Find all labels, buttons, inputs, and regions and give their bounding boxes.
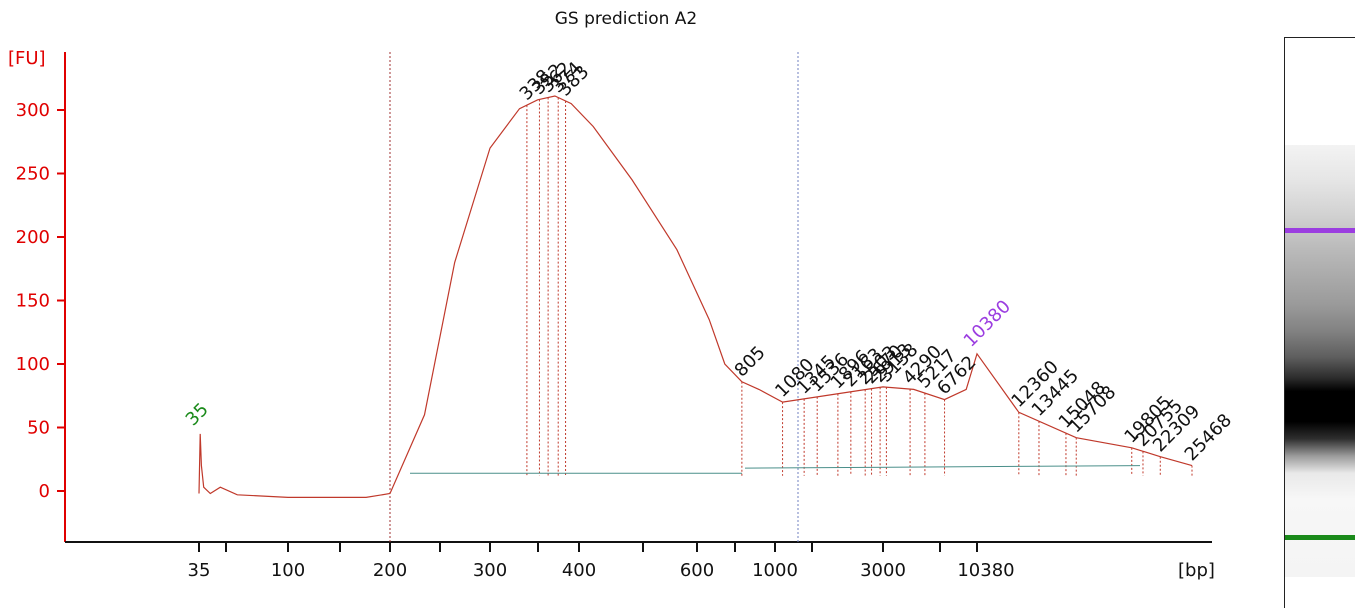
- x-tick-label: 35: [188, 560, 211, 581]
- x-tick-label: 300: [473, 560, 507, 581]
- y-tick-label: 200: [16, 227, 50, 248]
- x-tick-label: 10380: [957, 560, 1014, 581]
- x-tick-label: 1000: [752, 560, 798, 581]
- y-tick-label: 50: [27, 418, 50, 439]
- y-tick-label: 250: [16, 164, 50, 185]
- gel-image: [1284, 37, 1355, 608]
- x-tick-label: 600: [680, 560, 714, 581]
- x-tick-label: 200: [373, 560, 407, 581]
- y-tick-label: 150: [16, 291, 50, 312]
- y-axis-label: [FU]: [8, 48, 46, 69]
- y-tick-label: 300: [16, 100, 50, 121]
- baseline-segment: [744, 465, 1141, 469]
- trace-line: [198, 95, 1193, 498]
- x-tick-label: 400: [562, 560, 596, 581]
- lower-marker-label: 35: [182, 399, 213, 430]
- x-axis-label: [bp]: [1178, 560, 1215, 581]
- chart-title: GS prediction A2: [555, 9, 698, 29]
- y-tick-label: 100: [16, 354, 50, 375]
- gel-band-upper-marker: [1285, 228, 1355, 233]
- upper-marker-label: 10380: [960, 296, 1015, 351]
- electropherogram-chart: GS prediction A2 [FU] [bp] 0 50 100 150 200 2…: [8, 9, 1236, 581]
- y-tick-label: 0: [39, 481, 50, 502]
- gel-band-lower-marker: [1285, 535, 1355, 540]
- x-tick-label: 3000: [860, 560, 906, 581]
- x-tick-label: 100: [271, 560, 305, 581]
- gel-lane: [1285, 145, 1355, 577]
